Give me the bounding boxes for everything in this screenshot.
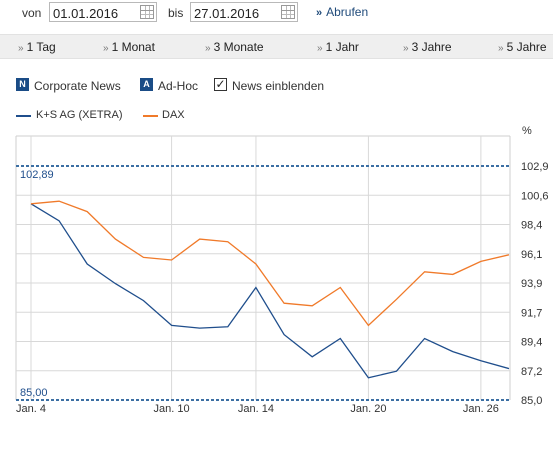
x-tick-label: Jan. 10 — [154, 403, 190, 415]
range-label: 1 Tag — [26, 40, 56, 54]
chevron-right-icon: » — [317, 43, 322, 54]
chart-series — [30, 200, 510, 379]
reference-lines: 102,89 85,00 — [16, 165, 510, 401]
legend-ks-line — [16, 115, 31, 117]
x-axis: Jan. 4 Jan. 10 Jan. 14 Jan. 20 Jan. 26 — [16, 403, 499, 415]
abrufen-link[interactable]: » Abrufen — [316, 5, 368, 19]
range-3-jahre[interactable]: » 3 Jahre — [403, 40, 452, 54]
range-5-jahre[interactable]: » 5 Jahre — [498, 40, 547, 54]
range-selector: » 1 Tag » 1 Monat » 3 Monate » 1 Jahr » 3 Jah… — [0, 34, 553, 59]
y-axis: 102,9 100,6 98,4 96,1 93,9 91,7 89,4 87,2 85,0% — [521, 125, 549, 407]
range-1-monat[interactable]: » 1 Monat — [103, 40, 155, 54]
range-label: 3 Jahre — [411, 40, 452, 54]
reference-label: 85,00 — [20, 387, 48, 399]
x-tick-label: Jan. 20 — [350, 403, 386, 415]
to-date-input[interactable] — [194, 5, 272, 21]
chevron-right-icon: » — [18, 43, 23, 54]
legend-dax-label: DAX — [162, 109, 185, 121]
chevron-right-icon: » — [205, 43, 210, 54]
ad-hoc-label[interactable]: Ad-Hoc — [158, 79, 199, 93]
to-label: bis — [168, 6, 184, 20]
range-label: 1 Jahr — [325, 40, 359, 54]
price-chart[interactable]: 102,89 85,00 102,9 100,6 98,4 96,1 93,9 91,7 89… — [0, 120, 553, 452]
y-tick-label: 102,9 — [521, 161, 549, 173]
news-einblenden-checkbox[interactable]: ✓ — [214, 77, 227, 91]
chevron-right-icon: » — [103, 43, 108, 54]
range-3-monate[interactable]: » 3 Monate — [205, 40, 264, 54]
y-tick-label: 98,4 — [521, 220, 542, 232]
from-date-field[interactable] — [49, 2, 157, 22]
y-tick-label: 96,1 — [521, 249, 542, 261]
range-label: 5 Jahre — [506, 40, 547, 54]
chevron-right-icon: » — [498, 43, 503, 54]
x-tick-label: Jan. 26 — [463, 403, 499, 415]
abrufen-label: Abrufen — [326, 5, 369, 19]
ad-hoc-icon[interactable]: A — [140, 78, 153, 91]
y-tick-label: 89,4 — [521, 337, 542, 349]
calendar-icon[interactable] — [140, 5, 154, 19]
date-filter: von bis »Abrufen — [0, 0, 553, 26]
x-tick-label: Jan. 14 — [238, 403, 274, 415]
range-label: 1 Monat — [111, 40, 155, 54]
news-einblenden-label[interactable]: News einblenden — [232, 79, 325, 93]
reference-label: 102,89 — [20, 169, 54, 181]
chart-grid — [15, 135, 511, 400]
corporate-news-icon[interactable]: N — [16, 78, 29, 91]
calendar-icon[interactable] — [281, 5, 295, 19]
y-tick-label: 91,7 — [521, 307, 542, 319]
to-date-field[interactable] — [190, 2, 298, 22]
chevron-right-icon: » — [316, 7, 323, 19]
y-tick-label: 93,9 — [521, 278, 542, 290]
series-line-dax — [30, 200, 510, 327]
legend-dax-line — [143, 115, 158, 117]
chevron-right-icon: » — [403, 43, 408, 54]
y-unit-label: % — [522, 125, 532, 137]
range-label: 3 Monate — [213, 40, 264, 54]
from-date-input[interactable] — [53, 5, 131, 21]
series-line-ks — [30, 203, 510, 379]
y-tick-label: 100,6 — [521, 190, 549, 202]
range-1-tag[interactable]: » 1 Tag — [18, 40, 56, 54]
x-tick-label: Jan. 4 — [16, 403, 46, 415]
range-1-jahr[interactable]: » 1 Jahr — [317, 40, 359, 54]
from-label: von — [22, 6, 42, 20]
y-tick-label: 87,2 — [521, 366, 542, 378]
corporate-news-label[interactable]: Corporate News — [34, 79, 121, 93]
y-tick-label: 85,0 — [521, 395, 542, 407]
legend-ks-label: K+S AG (XETRA) — [36, 109, 123, 121]
